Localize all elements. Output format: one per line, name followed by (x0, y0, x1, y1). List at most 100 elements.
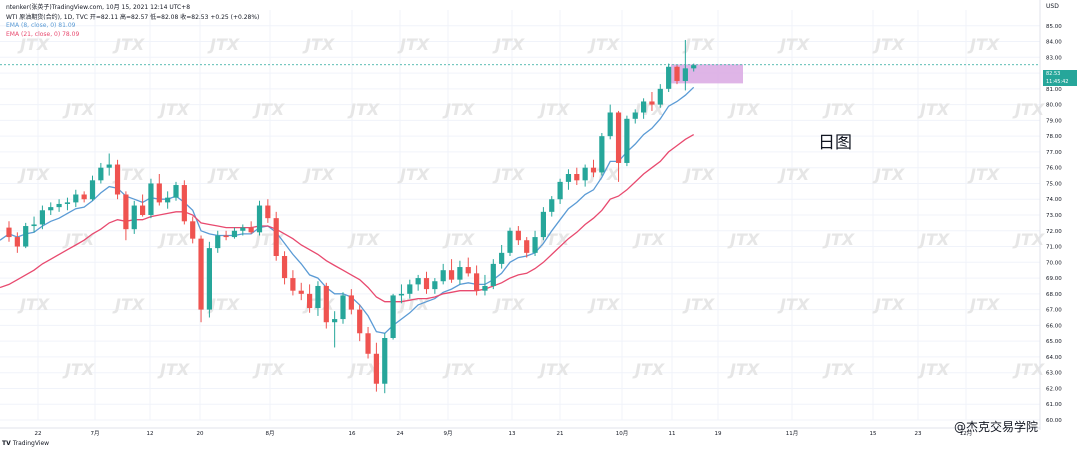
price-tick-label: 72.00 (1046, 229, 1062, 235)
candle (165, 191, 171, 209)
current-price-value: 82.53 (1046, 71, 1061, 77)
candle (140, 194, 146, 217)
price-tick-label: 64.00 (1046, 355, 1062, 361)
candle (482, 274, 488, 296)
candle-body (181, 185, 187, 222)
candle (448, 259, 455, 283)
candle-body (674, 66, 680, 81)
candle (156, 174, 162, 206)
candle-body (123, 194, 129, 230)
candle (590, 159, 597, 178)
candle-body (114, 164, 121, 195)
price-tick-label: 81.00 (1046, 87, 1062, 93)
time-tick-label: 10月 (616, 430, 629, 437)
candle-body (332, 319, 338, 323)
candle-body (641, 101, 647, 113)
candle (281, 251, 288, 285)
candle (599, 133, 605, 176)
symbol-info[interactable]: WTI 原油期货(合约), 1D, TVC 开=82.11 高=82.57 低=… (6, 14, 260, 21)
candle-body (307, 293, 313, 309)
jtx-watermark: JTX (1012, 100, 1045, 119)
tradingview-logo-icon: TV (2, 440, 13, 447)
candle-body (624, 118, 630, 163)
price-tick-label: 73.00 (1046, 213, 1062, 219)
candle (666, 63, 672, 92)
candle-body (240, 227, 246, 231)
jtx-watermark: JTX (442, 100, 475, 119)
timeframe-annotation: 日图 (818, 133, 852, 153)
candle-body (632, 112, 638, 119)
candle-body (31, 224, 37, 227)
candle (123, 191, 129, 241)
jtx-watermark: JTX (347, 360, 380, 379)
candle-body (448, 270, 455, 280)
candle (31, 216, 37, 233)
candle (98, 162, 104, 184)
candle (148, 178, 154, 219)
candle-body (540, 211, 546, 238)
ema-slow-label[interactable]: EMA (21, close, 0) 78.09 (6, 31, 80, 38)
time-tick-label: 8月 (266, 430, 275, 437)
candlesticks (6, 39, 697, 394)
candle (398, 284, 405, 304)
candle (649, 92, 655, 111)
time-tick-label: 11月 (786, 430, 799, 437)
ema-fast-label[interactable]: EMA (8, close, 0) 81.09 (6, 22, 76, 29)
candle-body (39, 210, 45, 225)
candle-body (615, 112, 622, 163)
candle (499, 244, 505, 269)
candle-body (565, 174, 572, 182)
author-watermark: @杰克交易学院 (954, 420, 1039, 434)
candle-body (323, 285, 329, 323)
candle (641, 98, 647, 119)
candle (540, 207, 546, 241)
jtx-watermark: JTX (727, 100, 760, 119)
price-tick-label: 63.00 (1046, 371, 1062, 377)
jtx-watermark: JTX (492, 295, 525, 314)
candle-body (390, 295, 396, 338)
jtx-watermark: JTX (727, 230, 760, 249)
jtx-watermark: JTX (207, 35, 240, 54)
candle-body (357, 309, 363, 334)
candle (307, 284, 313, 313)
candle (265, 199, 271, 223)
jtx-watermark: JTX (822, 360, 855, 379)
candle-body (398, 293, 405, 296)
candle (106, 153, 112, 176)
price-tick-label: 66.00 (1046, 323, 1062, 329)
candle (290, 270, 296, 296)
price-tick-label: 76.00 (1046, 166, 1062, 172)
candle-body (231, 230, 238, 238)
jtx-watermark: JTX (442, 230, 475, 249)
tradingview-logo-text: TradingView (12, 440, 50, 447)
jtx-watermark: JTX (157, 230, 190, 249)
jtx-watermark: JTX (17, 295, 50, 314)
candle (624, 115, 630, 167)
chart-header-author: ntenker(张英子)TradingView.com, 10月 15, 202… (6, 4, 191, 11)
jtx-watermark: JTX (112, 295, 145, 314)
tradingview-logo[interactable]: TV TradingView (2, 440, 49, 447)
jtx-watermark: JTX (632, 100, 665, 119)
time-tick-label: 12 (147, 431, 154, 437)
candle (507, 227, 513, 256)
candle (240, 224, 246, 236)
price-tick-label: 71.00 (1046, 245, 1062, 251)
candle-body (490, 263, 496, 286)
jtx-watermark: JTX (967, 165, 1000, 184)
brand-watermarks: JTX JTX JTX JTX JTX JTX JTX JTX JTX JTX JTX JTX JTX J… (17, 35, 1045, 379)
candle (390, 293, 396, 340)
candle (340, 292, 346, 324)
candle-body (474, 273, 480, 291)
candle-body (198, 238, 204, 310)
candle-body (73, 194, 79, 203)
candle-body (407, 284, 413, 294)
jtx-watermark: JTX (207, 165, 240, 184)
jtx-watermark: JTX (917, 230, 950, 249)
candle-body (273, 218, 279, 256)
zone-box (671, 64, 743, 84)
jtx-watermark: JTX (967, 295, 1000, 314)
time-tick-label: 19 (715, 431, 722, 437)
candle-body (281, 256, 288, 279)
candle-body (682, 68, 688, 81)
